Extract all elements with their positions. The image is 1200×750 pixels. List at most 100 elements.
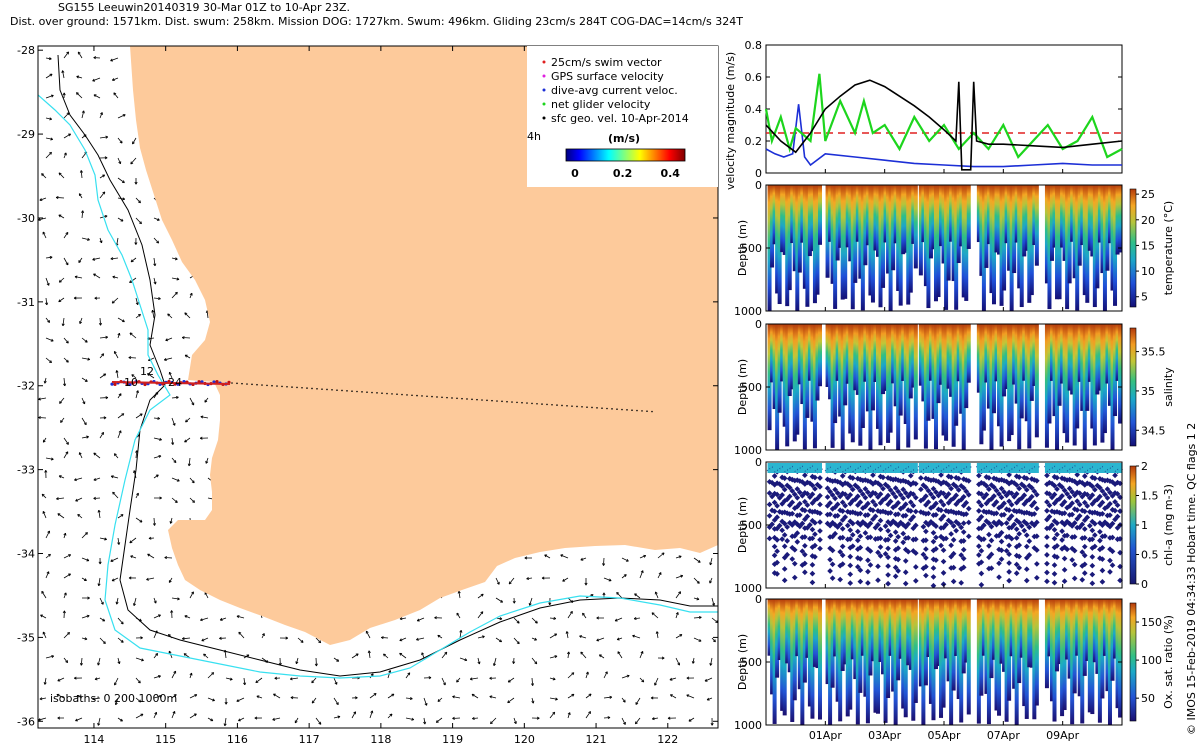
chl-sample <box>774 548 780 555</box>
chl-sample <box>882 523 889 529</box>
velocity-arrow-head <box>46 571 50 575</box>
chl-sample <box>1061 510 1068 516</box>
velocity-arrow-head <box>709 580 712 584</box>
chl-sample <box>1023 566 1030 573</box>
velocity-arrow-head <box>194 694 198 697</box>
chl-a-ytick-label: 1000 <box>734 582 762 595</box>
chl-sample <box>1031 488 1038 495</box>
velocity-arrow-head <box>128 576 132 580</box>
salinity-profile <box>1072 324 1077 446</box>
temperature-profile <box>1022 185 1027 257</box>
chl-sample <box>996 491 1002 497</box>
velocity-arrow-head <box>118 430 122 434</box>
velocity-arrow-head <box>118 161 122 165</box>
velocity-arrow-head <box>654 682 657 686</box>
track-point-dense <box>128 382 132 387</box>
chl-sample <box>857 567 864 574</box>
salinity-profile <box>976 324 981 393</box>
track-point <box>616 408 618 410</box>
track-point <box>326 388 328 391</box>
velocity-arrow <box>135 313 141 319</box>
velocity-arrow-head <box>163 357 167 361</box>
chl-sample <box>1016 485 1023 492</box>
chl-surface-sample <box>1105 463 1110 473</box>
chl-sample <box>998 521 1005 527</box>
salinity-profile <box>1032 324 1037 386</box>
velocity-arrow-head <box>614 618 618 622</box>
legend-colorbar <box>565 148 686 162</box>
velocity-arrow-head <box>516 620 520 624</box>
oxygen-profile <box>944 599 949 659</box>
velocity-arrow-head <box>480 611 484 615</box>
velocity-arrow-head <box>82 401 86 405</box>
velocity-arrow-head <box>640 570 644 574</box>
velocity-arrow <box>76 76 83 79</box>
velocity-arrow <box>508 577 515 585</box>
chl-surface-sample <box>946 463 951 473</box>
track-point <box>571 405 573 407</box>
temperature-profile <box>921 185 926 243</box>
velocity-arrow-head <box>289 677 293 681</box>
chl-a-ytick-label: 500 <box>741 519 762 532</box>
temperature-ytick-label: 0 <box>755 179 762 192</box>
velocity-arrow <box>621 557 629 562</box>
oxygen-profile <box>888 599 893 656</box>
oxygen-profile <box>1049 599 1054 702</box>
chl-sample <box>920 551 927 558</box>
velocity-arrow-head <box>157 416 160 420</box>
velocity-arrow <box>635 717 641 725</box>
chl-sample <box>847 536 854 542</box>
chl-sample <box>1044 472 1050 479</box>
velocity-arrow-head <box>155 474 159 478</box>
velocity-arrow <box>40 614 47 619</box>
velocity-arrow-head <box>114 682 117 686</box>
velocity-arrow-head <box>680 574 684 578</box>
chl-sample <box>1061 578 1068 585</box>
velocity-arrow <box>256 695 263 699</box>
velocity-arrow <box>670 694 677 699</box>
velocity-arrow <box>98 510 101 519</box>
chl-sample <box>809 570 816 577</box>
salinity-profile <box>790 324 795 390</box>
chl-sample <box>880 485 886 492</box>
velocity-arrow-head <box>77 51 81 55</box>
chl-surface-sample <box>926 463 931 473</box>
velocity-arrow-head <box>62 610 66 614</box>
velocity-arrow-head <box>184 312 188 316</box>
track-point <box>416 394 418 397</box>
velocity-arrow-head <box>49 360 52 364</box>
velocity-arrow <box>655 591 659 599</box>
temperature-profile <box>853 185 858 283</box>
velocity-arrow-head <box>75 718 78 722</box>
temperature-profile <box>782 185 787 255</box>
track-point <box>331 389 333 391</box>
velocity-arrow <box>135 390 139 399</box>
chl-sample <box>965 519 972 526</box>
velocity-arrow <box>200 416 209 419</box>
map-ytick-label: -33 <box>17 464 35 477</box>
temperature-profile <box>1082 185 1087 296</box>
chl-surface-sample <box>1012 463 1017 473</box>
velocity-arrow-head <box>42 631 46 635</box>
velocity-arrow <box>531 677 534 686</box>
velocity-arrow <box>135 492 139 499</box>
chl-sample <box>905 521 912 527</box>
velocity-arrow-head <box>584 582 588 586</box>
chl-surface-sample <box>908 463 913 473</box>
chl-surface-sample <box>1029 463 1034 473</box>
temperature-profile <box>838 185 843 248</box>
chl-sample <box>1099 510 1106 517</box>
velocity-arrow-head <box>184 354 188 358</box>
chl-surface-sample <box>815 463 820 473</box>
oxygen-profile <box>986 599 991 725</box>
chl-sample <box>1054 520 1060 526</box>
chl-sample <box>965 533 972 540</box>
velocity-arrow <box>693 577 700 584</box>
salinity-profile <box>855 324 860 395</box>
velocity-arrow <box>656 631 659 639</box>
velocity-arrow-head <box>456 612 460 616</box>
salinity-profile <box>815 324 820 401</box>
chl-sample <box>945 491 952 497</box>
track-point <box>536 402 538 405</box>
oxygen-profile <box>956 599 961 700</box>
